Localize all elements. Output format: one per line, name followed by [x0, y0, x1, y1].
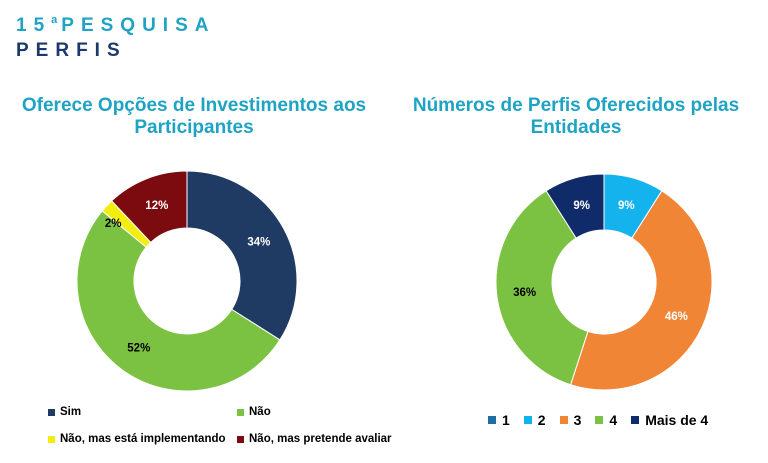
donut-slice-profiles-3: [569, 190, 713, 391]
legend-item-4: 4: [595, 412, 617, 428]
legend-label-pretende-avaliar: Não, mas pretende avaliar: [249, 433, 392, 445]
donut-slice-profiles-mais-de-4: [545, 173, 605, 239]
legend-label-nao: Não: [249, 406, 271, 418]
legend-swatch-3: [559, 416, 568, 424]
donut-slice-investments-sim: [186, 170, 298, 341]
legend-item-pretende-avaliar: Não, mas pretende avaliar: [237, 433, 392, 445]
section-subtitle: PERFIS: [16, 40, 127, 61]
legend-swatch-sim: [48, 408, 55, 416]
data-label-investments-nao-mas-esta-implementando: 2%: [105, 218, 122, 230]
legend-profiles: 1 2 3 4 Mais de 4: [488, 412, 708, 428]
legend-label-implementando: Não, mas está implementando: [60, 433, 226, 445]
legend-item-2: 2: [523, 412, 546, 428]
survey-number: 15: [16, 15, 52, 36]
survey-word: PESQUISA: [61, 15, 216, 36]
chart-title-profiles: Números de Perfis Oferecidos pelas Entid…: [412, 95, 740, 138]
legend-label-1: 1: [502, 412, 510, 428]
legend-item-mais-de-4: Mais de 4: [631, 412, 708, 428]
legend-item-implementando: Não, mas está implementando: [48, 433, 226, 445]
legend-swatch-4: [595, 416, 604, 424]
data-label-investments-nao-mas-pretende-avaliar: 12%: [145, 200, 168, 212]
data-label-profiles-2: 9%: [618, 200, 635, 212]
legend-item-nao: Não: [237, 406, 271, 418]
legend-label-2: 2: [537, 412, 546, 428]
legend-label-sim: Sim: [60, 406, 82, 418]
data-label-profiles-3: 46%: [665, 311, 688, 323]
legend-swatch-implementando: [48, 435, 55, 443]
legend-swatch-nao: [237, 408, 244, 416]
data-label-profiles-mais-de-4: 9%: [573, 200, 590, 212]
legend-label-3: 3: [573, 412, 582, 428]
donut-slice-investments-nao-mas-pretende-avaliar: [110, 170, 188, 244]
legend-swatch-mais-de-4: [631, 416, 640, 424]
survey-heading: 15a PESQUISA: [16, 14, 215, 37]
legend-swatch-pretende-avaliar: [237, 435, 244, 443]
legend-item-3: 3: [559, 412, 582, 428]
data-label-investments-sim: 34%: [247, 236, 270, 248]
legend-label-mais-de-4: Mais de 4: [645, 412, 709, 428]
legend-swatch-1: [488, 416, 496, 424]
legend-swatch-2: [523, 416, 532, 424]
legend-label-4: 4: [609, 412, 618, 428]
data-label-investments-nao: 52%: [127, 342, 150, 354]
chart-title-investments: Oferece Opções de Investimentos aos Part…: [21, 95, 367, 138]
donut-slice-investments-nao: [76, 210, 281, 392]
data-label-profiles-4: 36%: [513, 287, 536, 299]
legend-item-sim: Sim: [48, 406, 81, 418]
legend-item-1: 1: [488, 412, 510, 428]
survey-ordinal: a: [51, 14, 58, 26]
donut-slice-profiles-4: [495, 190, 589, 386]
